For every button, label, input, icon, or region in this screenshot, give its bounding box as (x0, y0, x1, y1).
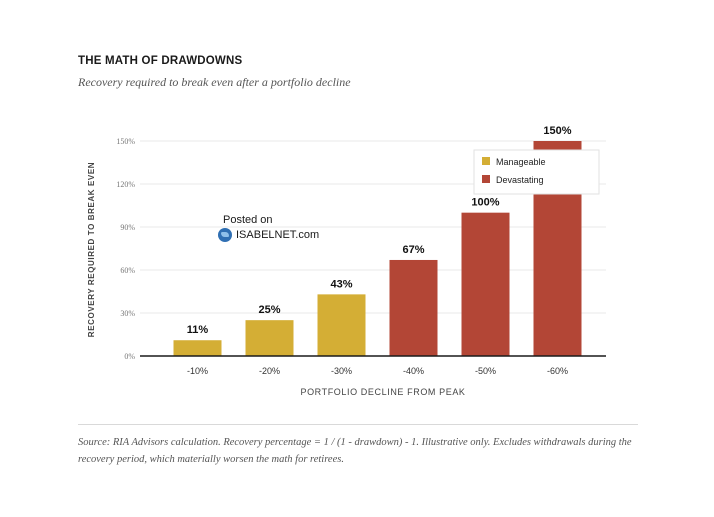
bar-value-label: 43% (330, 278, 352, 290)
bar-value-label: 11% (187, 324, 209, 336)
bar-minus10pct (173, 340, 222, 356)
divider (78, 424, 638, 425)
bar-minus40pct (389, 259, 438, 356)
gridlines (140, 140, 606, 314)
bar-labels: 11% 25% 43% 67% 100% 150% (187, 125, 572, 336)
bar-minus30pct (317, 294, 366, 356)
y-tick-label: 90% (120, 223, 135, 232)
y-tick-label: 120% (116, 180, 135, 189)
x-tick-label: -40% (403, 366, 424, 376)
y-tick-label: 60% (120, 266, 135, 275)
legend-label-manageable: Manageable (496, 157, 546, 167)
bar-minus50pct (461, 212, 510, 356)
y-axis-title: RECOVERY REQUIRED TO BREAK EVEN (87, 162, 96, 337)
legend: Manageable Devastating (473, 149, 600, 195)
x-tick-label: -10% (187, 366, 208, 376)
watermark-site: ISABELNET.com (236, 229, 320, 241)
bar-value-label: 67% (402, 244, 424, 256)
chart-subtitle: Recovery required to break even after a … (78, 75, 351, 89)
x-tick-label: -60% (547, 366, 568, 376)
source-note: Source: RIA Advisors calculation. Recove… (78, 437, 632, 465)
bar-value-label: 150% (543, 125, 571, 137)
legend-swatch-manageable (482, 157, 490, 165)
watermark: Posted on ISABELNET.com (218, 214, 319, 242)
y-tick-label: 150% (116, 137, 135, 146)
legend-box (473, 149, 600, 195)
isabelnet-logo-icon (218, 228, 232, 242)
y-tick-label: 30% (120, 309, 135, 318)
y-tick-label: 0% (124, 352, 135, 361)
x-tick-label: -20% (259, 366, 280, 376)
y-ticks: 0% 30% 60% 90% 120% 150% (116, 137, 135, 361)
x-tick-label: -30% (331, 366, 352, 376)
bar-value-label: 25% (258, 304, 280, 316)
x-tick-label: -50% (475, 366, 496, 376)
chart-title: THE MATH OF DRAWDOWNS (78, 55, 243, 67)
x-axis-title: PORTFOLIO DECLINE FROM PEAK (300, 387, 465, 397)
legend-label-devastating: Devastating (496, 175, 544, 185)
watermark-posted-on: Posted on (223, 214, 273, 226)
x-ticks: -10% -20% -30% -40% -50% -60% (187, 366, 568, 376)
legend-swatch-devastating (482, 175, 490, 183)
bar-minus20pct (245, 320, 294, 356)
bar-value-label: 100% (471, 197, 499, 209)
